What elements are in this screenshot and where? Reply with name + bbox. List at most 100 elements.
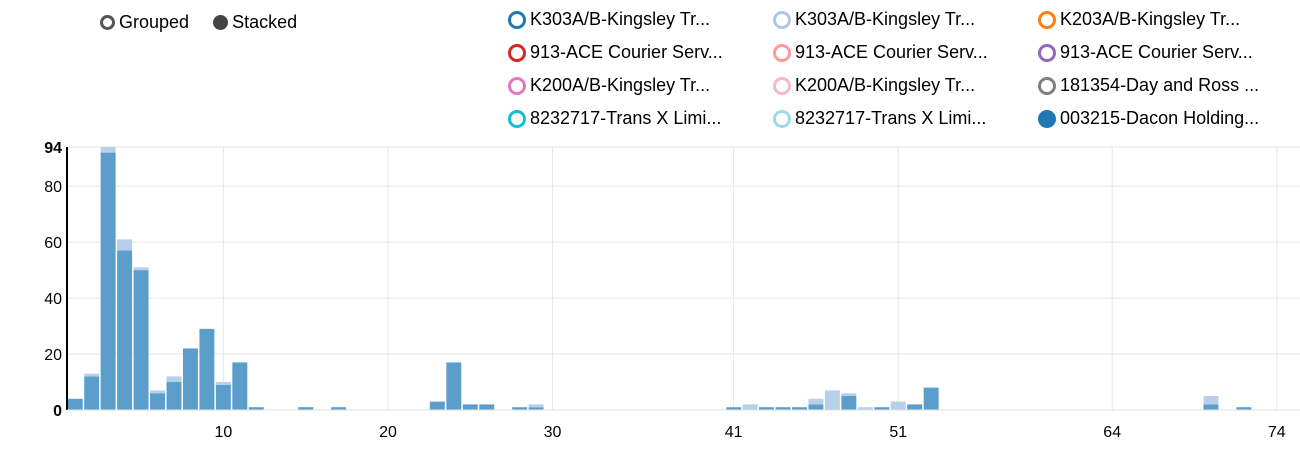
- bar: [133, 270, 149, 410]
- bar: [512, 407, 528, 410]
- bar: [775, 407, 791, 410]
- bar: [479, 404, 495, 410]
- legend-circle-icon: [1038, 10, 1056, 29]
- grouped-radio-icon: [100, 14, 115, 30]
- legend-circle-icon: [1038, 76, 1056, 95]
- bar: [857, 407, 873, 410]
- bar: [923, 387, 939, 410]
- legend-label: 181354-Day and Ross ...: [1060, 75, 1260, 95]
- x-tick-label: 51: [889, 424, 907, 441]
- x-tick-label: 64: [1103, 424, 1121, 441]
- bar: [100, 152, 116, 410]
- bar: [462, 404, 478, 410]
- legend-item[interactable]: K203A/B-Kingsley Tr...: [1038, 8, 1300, 31]
- bar: [726, 407, 742, 410]
- bar: [117, 239, 133, 251]
- bar: [1203, 396, 1219, 405]
- legend-circle-icon: [773, 43, 791, 62]
- legend-circle-icon: [773, 10, 791, 29]
- bar: [907, 404, 923, 410]
- x-tick-label: 20: [379, 424, 397, 441]
- legend-item[interactable]: 8232717-Trans X Limi...: [508, 107, 773, 130]
- legend-circle-icon: [508, 109, 526, 128]
- legend-label: K200A/B-Kingsley Tr...: [530, 75, 711, 95]
- legend-filled-circle-icon: [1038, 109, 1056, 128]
- legend-item[interactable]: K303A/B-Kingsley Tr...: [508, 8, 773, 31]
- legend-circle-icon: [1038, 43, 1056, 62]
- bar: [150, 393, 166, 410]
- legend-item[interactable]: 913-ACE Courier Serv...: [1038, 41, 1300, 64]
- x-tick-label: 74: [1268, 424, 1286, 441]
- legend-item[interactable]: 913-ACE Courier Serv...: [773, 41, 1038, 64]
- bar: [84, 376, 100, 410]
- y-tick-label: 60: [44, 235, 62, 252]
- stacked-label: Stacked: [232, 11, 298, 32]
- grouped-label: Grouped: [119, 11, 190, 32]
- y-tick-label: 94: [44, 140, 62, 157]
- legend-label: K303A/B-Kingsley Tr...: [530, 9, 711, 29]
- legend-item[interactable]: 913-ACE Courier Serv...: [508, 41, 773, 64]
- legend-label: 913-ACE Courier Serv...: [1060, 42, 1253, 62]
- x-tick-label: 10: [214, 424, 232, 441]
- bar: [150, 390, 166, 394]
- legend-item[interactable]: K200A/B-Kingsley Tr...: [508, 74, 773, 97]
- bar: [298, 407, 314, 410]
- bar: [133, 267, 149, 271]
- bar: [791, 407, 807, 410]
- legend-label: K203A/B-Kingsley Tr...: [1060, 9, 1241, 29]
- bar: [528, 407, 544, 410]
- bar: [199, 328, 215, 410]
- bar: [215, 382, 231, 385]
- bar: [446, 362, 462, 410]
- bar: [215, 384, 231, 410]
- legend-item[interactable]: K200A/B-Kingsley Tr...: [773, 74, 1038, 97]
- grouped-option[interactable]: Grouped: [100, 12, 189, 33]
- bar: [528, 404, 544, 408]
- chart-legend: K303A/B-Kingsley Tr... K303A/B-Kingsley T…: [508, 8, 1300, 130]
- bar: [166, 376, 182, 383]
- legend-label: K200A/B-Kingsley Tr...: [795, 75, 976, 95]
- legend-label: 8232717-Trans X Limi...: [530, 108, 722, 128]
- legend-circle-icon: [508, 10, 526, 29]
- legend-label: K303A/B-Kingsley Tr...: [795, 9, 976, 29]
- legend-label: 8232717-Trans X Limi...: [795, 108, 987, 128]
- bar: [331, 407, 347, 410]
- y-tick-label: 0: [53, 403, 62, 420]
- legend-circle-icon: [508, 43, 526, 62]
- y-tick-label: 80: [44, 179, 62, 196]
- legend-item[interactable]: 003215-Dacon Holding...: [1038, 107, 1300, 130]
- bar: [182, 348, 198, 410]
- legend-label: 003215-Dacon Holding...: [1060, 108, 1260, 128]
- bar: [841, 393, 857, 397]
- bar: [67, 398, 83, 410]
- legend-item[interactable]: 181354-Day and Ross ...: [1038, 74, 1300, 97]
- bar: [759, 407, 775, 410]
- bar: [117, 250, 133, 410]
- bar: [808, 398, 824, 405]
- bar: [824, 390, 840, 410]
- bar: [874, 407, 890, 410]
- bar: [1203, 404, 1219, 410]
- bar: [742, 404, 758, 410]
- bar: [100, 147, 116, 153]
- bar: [1236, 407, 1252, 410]
- legend-item[interactable]: 8232717-Trans X Limi...: [773, 107, 1038, 130]
- bar: [429, 401, 445, 410]
- bar: [84, 373, 100, 377]
- bar: [808, 404, 824, 410]
- bar: [232, 362, 248, 410]
- legend-circle-icon: [773, 109, 791, 128]
- legend-circle-icon: [773, 76, 791, 95]
- x-tick-label: 30: [544, 424, 562, 441]
- stacked-option[interactable]: Stacked: [213, 12, 297, 33]
- legend-label: 913-ACE Courier Serv...: [530, 42, 723, 62]
- legend-label: 913-ACE Courier Serv...: [795, 42, 988, 62]
- mode-controls: Grouped Stacked: [100, 10, 297, 34]
- y-tick-label: 20: [44, 347, 62, 364]
- bar: [248, 407, 264, 410]
- y-tick-label: 40: [44, 291, 62, 308]
- legend-circle-icon: [508, 76, 526, 95]
- legend-item[interactable]: K303A/B-Kingsley Tr...: [773, 8, 1038, 31]
- x-tick-label: 41: [725, 424, 743, 441]
